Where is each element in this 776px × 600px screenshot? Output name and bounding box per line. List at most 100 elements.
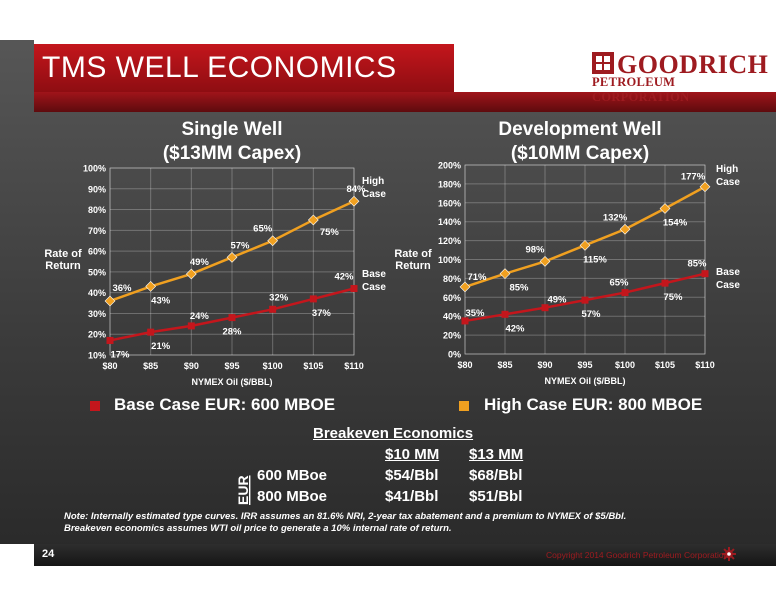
single-well-y-axis-label: Rate of Return xyxy=(38,248,88,272)
data-point-base-case xyxy=(309,295,317,303)
data-point-high-case xyxy=(185,268,197,280)
data-label: 154% xyxy=(663,217,688,228)
y-tick-label: 60% xyxy=(88,247,106,257)
series-label-line-1: High xyxy=(716,164,739,175)
development-well-chart-title: Development Well ($10MM Capex) xyxy=(455,118,705,166)
chart-title-line-1: Single Well xyxy=(181,119,283,140)
data-point-high-case xyxy=(659,203,671,214)
y-tick-label: 160% xyxy=(438,198,461,208)
y-tick-label: 80% xyxy=(443,274,461,284)
y-label-line-2: Return xyxy=(45,260,81,272)
single-well-chart-title: Single Well ($13MM Capex) xyxy=(110,118,354,166)
x-tick-label: $105 xyxy=(655,360,675,370)
x-tick-label: $110 xyxy=(695,360,715,370)
data-label: 84% xyxy=(346,184,366,195)
data-label: 65% xyxy=(253,224,273,235)
high-case-legend-label: High Case EUR: 800 MBOE xyxy=(484,395,703,414)
y-tick-label: 60% xyxy=(443,293,461,303)
logo-subtitle: PETROLEUM CORPORATION xyxy=(592,75,690,104)
data-point-base-case xyxy=(661,279,669,287)
data-point-base-case xyxy=(147,328,155,336)
series-label-line-2: Case xyxy=(716,280,740,291)
x-tick-label: $110 xyxy=(344,361,364,371)
data-point-high-case xyxy=(619,223,631,235)
breakeven-title: Breakeven Economics xyxy=(313,425,474,442)
y-tick-label: 20% xyxy=(443,331,461,341)
y-tick-label: 0% xyxy=(448,350,461,360)
x-tick-label: $95 xyxy=(577,360,592,370)
footer-bar xyxy=(34,544,776,566)
chart-title-line-2: ($13MM Capex) xyxy=(162,143,302,164)
breakeven-cell: $51/Bbl xyxy=(469,488,523,505)
single-well-base-case-label: Base Case xyxy=(362,268,386,294)
data-point-high-case xyxy=(348,195,360,207)
development-well-base-case-label: Base Case xyxy=(716,266,740,292)
single-well-plot-area xyxy=(109,167,355,356)
breakeven-cell: $41/Bbl xyxy=(385,488,439,505)
base-case-legend-label: Base Case EUR: 600 MBOE xyxy=(114,395,336,414)
data-point-high-case xyxy=(699,181,711,193)
title-bar xyxy=(34,44,454,92)
y-tick-label: 30% xyxy=(88,309,106,319)
development-well-plot-area xyxy=(464,164,706,355)
data-point-high-case xyxy=(579,239,591,251)
eur-side-label: EUR xyxy=(235,475,251,505)
y-tick-label: 100% xyxy=(83,164,106,174)
single-well-high-case-label: High Case xyxy=(362,175,386,201)
y-tick-label: 40% xyxy=(443,312,461,322)
data-point-high-case xyxy=(539,256,551,267)
series-label-line-2: Case xyxy=(362,282,386,293)
x-tick-label: $90 xyxy=(184,361,199,371)
data-label: 17% xyxy=(110,349,130,360)
data-label: 49% xyxy=(190,257,210,268)
data-label: 71% xyxy=(467,272,487,283)
footnote: Note: Internally estimated type curves. … xyxy=(64,511,627,534)
data-label: 28% xyxy=(222,327,242,338)
y-tick-label: 40% xyxy=(88,288,106,298)
x-axis-label: NYMEX Oil ($/BBL) xyxy=(191,377,272,387)
data-point-high-case xyxy=(145,281,157,292)
breakeven-col-10mm: $10 MM xyxy=(385,446,440,463)
chart-title-line-1: Development Well xyxy=(498,119,662,140)
data-label: 36% xyxy=(112,283,132,294)
data-label: 98% xyxy=(525,244,545,255)
y-tick-label: 70% xyxy=(88,226,106,236)
x-tick-label: $90 xyxy=(537,360,552,370)
header-red-strip xyxy=(34,92,776,112)
high-case-legend-swatch xyxy=(459,401,469,411)
data-label: 85% xyxy=(687,259,707,270)
series-label-line-2: Case xyxy=(716,177,740,188)
y-tick-label: 100% xyxy=(438,255,461,265)
data-label: 75% xyxy=(663,292,683,303)
data-point-high-case xyxy=(267,235,279,247)
data-point-high-case xyxy=(459,281,471,293)
data-point-base-case xyxy=(461,317,469,325)
data-label: 57% xyxy=(581,309,601,320)
y-tick-label: 120% xyxy=(438,236,461,246)
data-point-base-case xyxy=(501,310,509,318)
data-point-base-case xyxy=(228,314,236,322)
eur-text: EUR xyxy=(235,475,251,505)
series-label-line-2: Case xyxy=(362,189,386,200)
y-tick-label: 10% xyxy=(88,351,106,361)
y-label-line-2: Return xyxy=(395,260,431,272)
y-label-line-1: Rate of xyxy=(44,248,82,260)
breakeven-cell: $54/Bbl xyxy=(385,467,439,484)
x-tick-label: $85 xyxy=(497,360,512,370)
slide-title: TMS WELL ECONOMICS xyxy=(42,51,397,84)
y-tick-label: 50% xyxy=(88,267,106,277)
data-label: 42% xyxy=(505,323,525,334)
y-tick-label: 80% xyxy=(88,205,106,215)
chart-title-line-2: ($10MM Capex) xyxy=(510,143,650,164)
page-number: 24 xyxy=(42,548,55,560)
copyright-text: Copyright 2014 Goodrich Petroleum Corpor… xyxy=(546,550,729,560)
series-label-line-1: Base xyxy=(716,267,740,278)
data-label: 132% xyxy=(603,212,628,223)
data-point-high-case xyxy=(499,268,511,280)
data-label: 85% xyxy=(509,283,529,294)
x-tick-label: $80 xyxy=(457,360,472,370)
data-label: 24% xyxy=(190,311,210,322)
data-point-base-case xyxy=(106,336,114,344)
goodrich-logo-icon xyxy=(592,52,614,74)
